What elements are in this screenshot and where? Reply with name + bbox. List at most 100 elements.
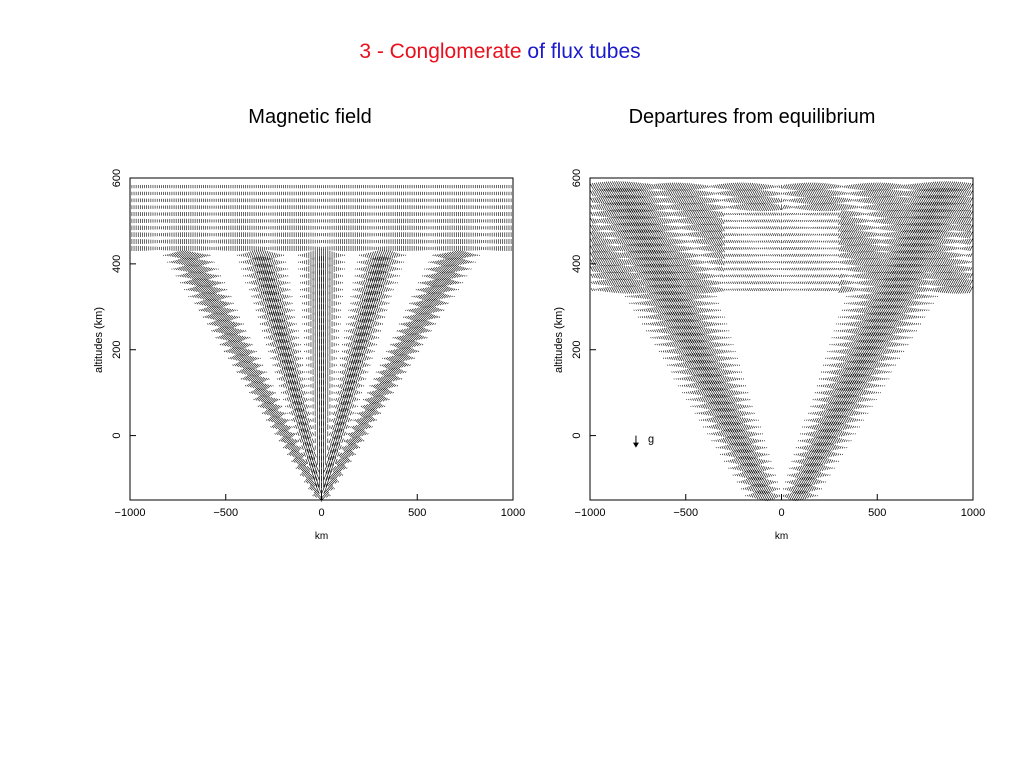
field-vector <box>458 266 463 272</box>
field-vector <box>267 418 271 422</box>
field-vector <box>266 283 272 296</box>
field-vector <box>437 253 442 257</box>
field-vector <box>822 428 829 440</box>
field-vector <box>283 339 289 350</box>
field-vector <box>299 370 302 374</box>
field-vector <box>365 304 371 316</box>
field-vector <box>337 384 340 388</box>
field-vector <box>737 416 742 425</box>
field-vector <box>376 299 381 308</box>
field-vector <box>323 484 333 494</box>
field-vector <box>450 257 459 267</box>
field-vector <box>164 254 167 257</box>
field-vector <box>725 408 732 419</box>
field-vector <box>340 422 345 432</box>
field-vector <box>197 301 201 305</box>
field-vector <box>341 474 344 476</box>
field-vector <box>193 295 197 298</box>
field-vector <box>275 340 280 349</box>
field-vector <box>705 426 707 428</box>
field-vector <box>372 418 376 422</box>
field-vector <box>259 315 262 319</box>
field-vector <box>180 250 189 260</box>
field-vector <box>444 302 447 305</box>
field-vector <box>349 328 353 333</box>
field-vector <box>418 319 427 329</box>
field-vector <box>200 292 207 301</box>
y-tick-label: 200 <box>111 341 123 359</box>
field-vector <box>353 381 358 390</box>
field-vector <box>772 474 774 477</box>
field-vector <box>230 320 236 328</box>
title-part: 3 - Conglomerate <box>359 40 521 63</box>
field-vector <box>271 334 275 342</box>
field-vector <box>306 435 312 446</box>
field-vector <box>805 432 808 436</box>
field-vector <box>290 353 295 363</box>
field-vector <box>303 403 307 410</box>
field-vector <box>321 483 327 495</box>
field-vector <box>294 439 298 443</box>
field-vector <box>261 315 264 319</box>
field-vector <box>289 451 295 458</box>
field-vector <box>341 438 344 444</box>
field-vector <box>244 260 247 264</box>
field-vector <box>740 404 743 409</box>
field-vector <box>809 431 813 437</box>
field-vector <box>730 415 737 426</box>
field-vector <box>288 425 292 429</box>
field-vector <box>742 487 745 490</box>
field-vector <box>742 449 749 460</box>
field-vector <box>272 349 275 354</box>
field-vector <box>268 297 274 309</box>
field-vector <box>316 483 322 495</box>
field-vector <box>846 401 852 411</box>
field-vector <box>755 483 762 495</box>
field-vector <box>454 250 463 260</box>
field-vector <box>226 333 236 343</box>
field-vector <box>749 443 755 452</box>
field-vector <box>272 304 278 316</box>
field-vector <box>839 438 842 444</box>
field-vector <box>717 408 724 419</box>
field-vector <box>359 305 364 315</box>
field-vector <box>266 305 271 315</box>
field-vector <box>367 319 373 329</box>
field-vector <box>358 261 361 264</box>
field-vector <box>428 279 434 286</box>
field-vector <box>375 277 381 289</box>
field-vector <box>456 251 465 260</box>
field-vector <box>809 485 813 493</box>
field-vector <box>211 280 217 286</box>
field-vector <box>765 460 768 463</box>
field-vector <box>247 281 249 284</box>
field-vector <box>306 477 316 487</box>
field-vector <box>283 367 288 377</box>
field-vector <box>345 349 348 354</box>
field-vector <box>285 333 290 342</box>
field-vector <box>788 486 792 492</box>
field-vector <box>470 268 472 270</box>
field-vector <box>383 368 391 376</box>
field-vector <box>433 260 437 264</box>
field-vector <box>287 346 292 357</box>
field-vector <box>841 446 844 449</box>
field-vector <box>745 436 751 445</box>
field-vector <box>848 402 854 411</box>
field-vector <box>840 423 845 431</box>
field-vector <box>816 449 823 460</box>
field-vector <box>757 490 764 501</box>
field-vector <box>732 409 738 418</box>
field-vector <box>238 361 245 369</box>
field-vector <box>415 334 422 341</box>
field-vector <box>826 458 830 464</box>
field-vector <box>736 449 743 460</box>
field-vector <box>754 445 758 451</box>
field-vector <box>250 273 254 279</box>
field-vector <box>215 274 218 278</box>
field-vector <box>289 302 291 305</box>
field-vector <box>741 429 747 439</box>
field-vector <box>806 419 808 421</box>
field-vector <box>171 268 173 270</box>
field-vector <box>378 292 383 301</box>
